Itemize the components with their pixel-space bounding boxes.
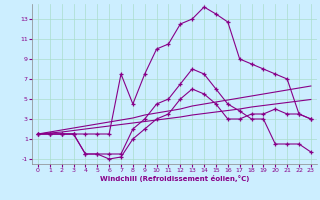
X-axis label: Windchill (Refroidissement éolien,°C): Windchill (Refroidissement éolien,°C) bbox=[100, 175, 249, 182]
